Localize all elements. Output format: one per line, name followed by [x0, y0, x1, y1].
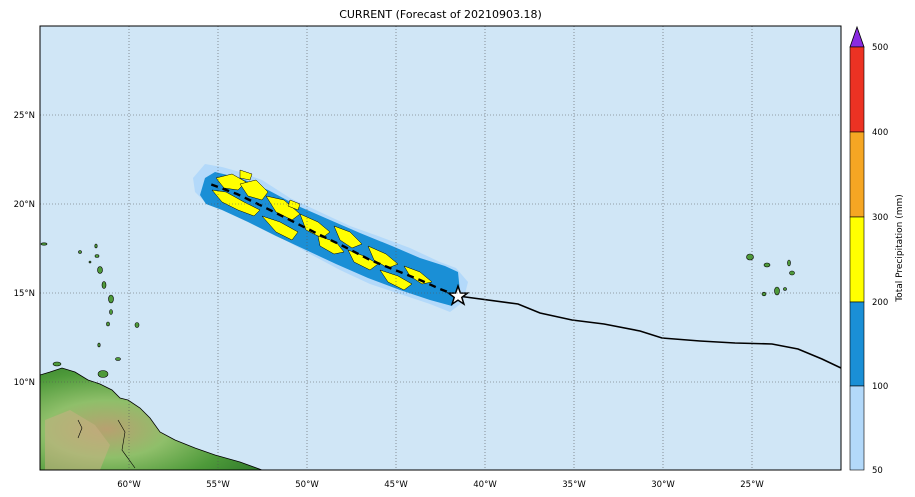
colorbar-tick: 200: [872, 298, 888, 308]
colorbar-tick: 400: [872, 128, 888, 138]
lon-label: 40°W: [473, 480, 497, 490]
colorbar-tick: 300: [872, 213, 888, 223]
land-border-line: [77, 419, 136, 469]
storm-past-track: [457, 295, 841, 369]
lon-label: 45°W: [384, 480, 408, 490]
colorbar-segment-200-300: [849, 216, 865, 303]
colorbar-segment-100-200: [849, 301, 865, 387]
land-relief-shading: [45, 410, 110, 470]
colorbar-over-arrow: [849, 25, 865, 48]
precip-band-100: [200, 172, 460, 306]
colorbar-segment-400-500: [849, 46, 865, 133]
lon-label: 25°W: [740, 480, 764, 490]
lat-label: 20°N: [14, 200, 35, 210]
map-title: CURRENT (Forecast of 20210903.18): [339, 8, 542, 21]
colorbar-tick: 100: [872, 382, 888, 392]
star-icon: [446, 283, 470, 306]
lat-label: 25°N: [14, 111, 35, 121]
colorbar-segment-300-400: [849, 131, 865, 218]
lat-label: 15°N: [14, 289, 35, 299]
map-frame: [39, 25, 842, 471]
colorbar: 50 100 200 300 400 500 Total Precipitati…: [849, 25, 905, 476]
lesser-antilles-islands: [40, 242, 140, 378]
lon-label: 35°W: [562, 480, 586, 490]
lon-label: 50°W: [295, 480, 319, 490]
colorbar-tick: 500: [872, 43, 888, 53]
lon-label: 60°W: [117, 480, 141, 490]
map-gridlines: [40, 26, 841, 470]
lon-label: 30°W: [651, 480, 675, 490]
colorbar-segment-50-100: [849, 385, 865, 471]
ocean-background: [40, 26, 841, 470]
colorbar-label: Total Precipitation (mm): [895, 194, 905, 303]
lon-label: 55°W: [206, 480, 230, 490]
precipitation-swath: [193, 164, 468, 312]
longitude-labels: 60°W 55°W 50°W 45°W 40°W 35°W 30°W 25°W: [117, 480, 764, 490]
latitude-labels: 25°N 20°N 15°N 10°N: [14, 111, 35, 388]
precip-band-200: [211, 169, 433, 291]
colorbar-tick: 50: [872, 466, 883, 476]
lat-label: 10°N: [14, 378, 35, 388]
storm-forecast-track: [209, 182, 459, 298]
